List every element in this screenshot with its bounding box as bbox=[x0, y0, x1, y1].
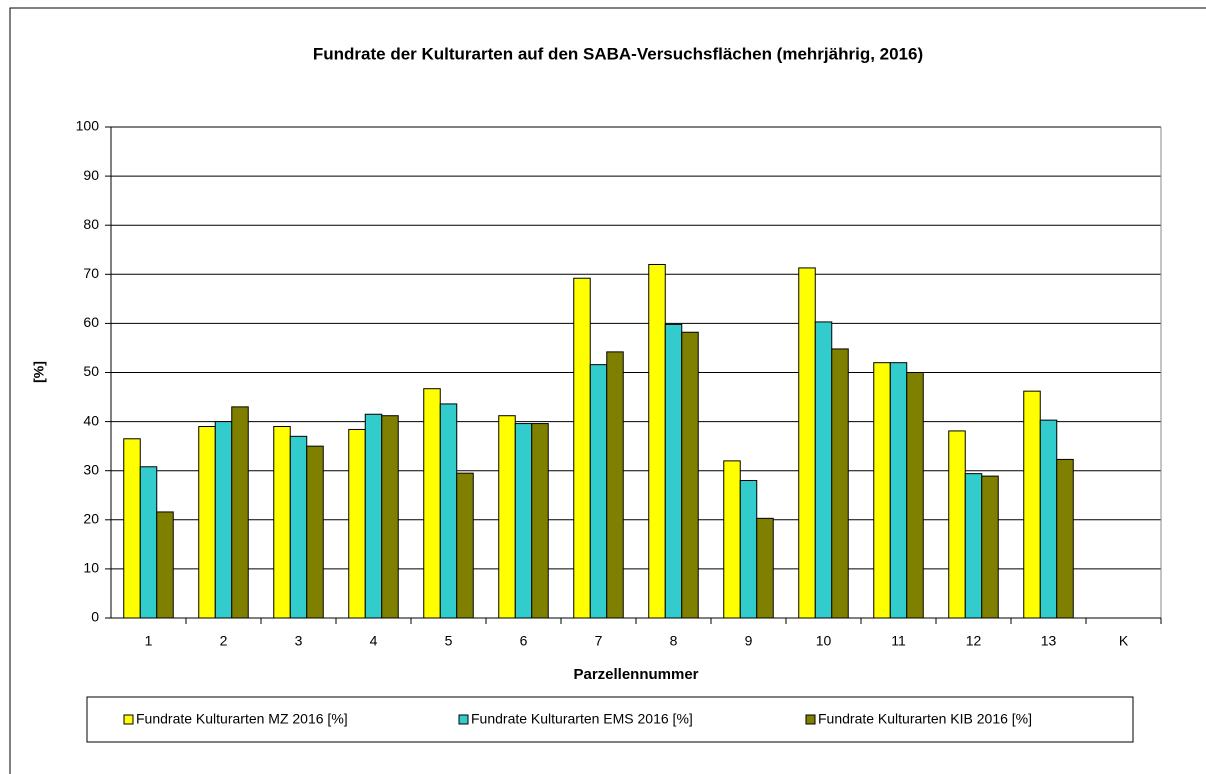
y-tick-label: 90 bbox=[83, 167, 99, 183]
x-tick-label: 8 bbox=[670, 633, 678, 649]
x-tick-label: 13 bbox=[1041, 633, 1057, 649]
y-axis-label: [%] bbox=[31, 361, 47, 383]
bar bbox=[214, 421, 233, 619]
legend-label: Fundrate Kulturarten KIB 2016 [%] bbox=[818, 711, 1032, 727]
x-tick-label: 5 bbox=[445, 633, 453, 649]
bar bbox=[439, 403, 458, 619]
bar bbox=[906, 372, 924, 619]
x-tick-label: 3 bbox=[295, 633, 303, 649]
bar bbox=[381, 415, 399, 619]
bar bbox=[873, 362, 891, 619]
x-tick-label: 10 bbox=[816, 633, 832, 649]
bar bbox=[981, 475, 999, 619]
bar bbox=[648, 263, 666, 619]
bar bbox=[273, 426, 291, 619]
x-tick-label: 9 bbox=[745, 633, 753, 649]
bar bbox=[531, 423, 549, 619]
bar bbox=[423, 388, 441, 619]
legend-swatch bbox=[805, 714, 816, 725]
bar bbox=[964, 473, 983, 619]
y-tick-label: 30 bbox=[83, 461, 99, 477]
legend-label: Fundrate Kulturarten MZ 2016 [%] bbox=[136, 711, 348, 727]
bar bbox=[456, 472, 474, 619]
bar bbox=[739, 480, 758, 619]
bar bbox=[123, 438, 141, 619]
bar bbox=[664, 323, 683, 619]
legend-box bbox=[86, 696, 1134, 743]
legend-swatch bbox=[458, 714, 469, 725]
bar bbox=[573, 277, 591, 619]
bar bbox=[723, 460, 741, 619]
bar bbox=[681, 331, 699, 619]
bar bbox=[756, 517, 774, 619]
bar bbox=[589, 364, 608, 619]
x-tick-label: 11 bbox=[891, 633, 906, 649]
x-tick-label: 7 bbox=[595, 633, 603, 649]
bar bbox=[889, 362, 908, 619]
bar bbox=[1039, 419, 1058, 619]
x-tick-label: K bbox=[1119, 633, 1129, 649]
bar bbox=[139, 466, 158, 619]
bar bbox=[1023, 390, 1041, 619]
bar bbox=[798, 267, 816, 619]
y-tick-label: 80 bbox=[83, 216, 99, 232]
bar bbox=[306, 445, 324, 619]
bar bbox=[606, 351, 624, 619]
y-tick-label: 60 bbox=[83, 314, 99, 330]
y-tick-label: 70 bbox=[83, 265, 99, 281]
x-tick-label: 1 bbox=[145, 633, 153, 649]
x-tick-label: 2 bbox=[220, 633, 228, 649]
y-tick-label: 100 bbox=[76, 118, 100, 134]
bar bbox=[948, 430, 966, 619]
bar bbox=[198, 426, 216, 619]
legend-swatch bbox=[123, 714, 134, 725]
bar bbox=[156, 511, 174, 619]
x-tick-label: 4 bbox=[370, 633, 378, 649]
y-tick-label: 20 bbox=[83, 511, 99, 527]
y-tick-label: 50 bbox=[83, 363, 99, 379]
bar bbox=[289, 435, 308, 619]
y-tick-label: 40 bbox=[83, 412, 99, 428]
legend-label: Fundrate Kulturarten EMS 2016 [%] bbox=[471, 711, 693, 727]
bar bbox=[814, 321, 833, 619]
bar bbox=[231, 406, 249, 619]
bar bbox=[831, 348, 849, 619]
bar bbox=[498, 415, 516, 619]
bar bbox=[364, 413, 383, 619]
x-tick-label: 12 bbox=[966, 633, 982, 649]
y-tick-label: 0 bbox=[91, 609, 99, 625]
bar bbox=[514, 423, 533, 619]
y-tick-label: 10 bbox=[83, 560, 99, 576]
bar bbox=[1056, 458, 1074, 619]
x-tick-label: 6 bbox=[520, 633, 528, 649]
chart-title: Fundrate der Kulturarten auf den SABA-Ve… bbox=[313, 44, 923, 63]
bar bbox=[348, 428, 366, 619]
x-axis-label: Parzellennummer bbox=[573, 666, 698, 683]
